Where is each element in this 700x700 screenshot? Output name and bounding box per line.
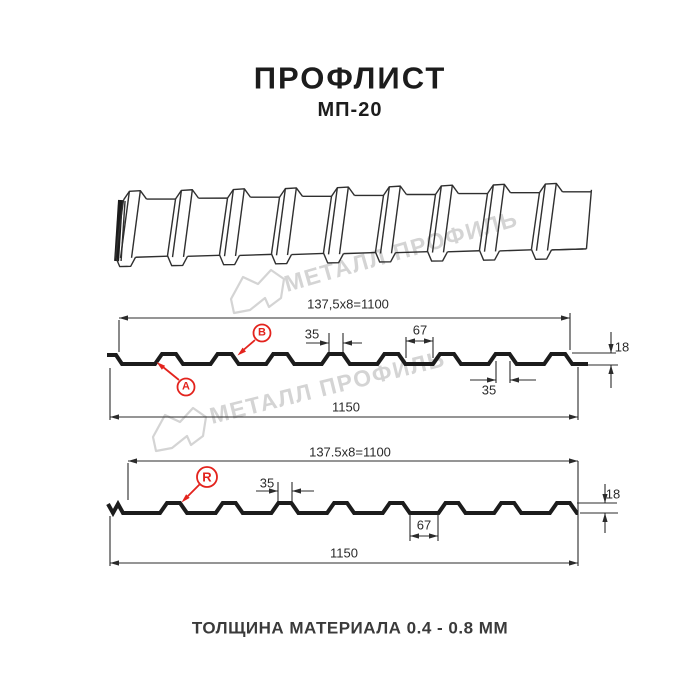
section2-callouts xyxy=(187,466,218,497)
section2-dimension-arrows xyxy=(110,458,608,566)
section1-callout-arrowheads xyxy=(156,347,246,370)
section2-profile-outline xyxy=(106,499,579,518)
material-thickness-note: ТОЛЩИНА МАТЕРИАЛА 0.4 - 0.8 ММ xyxy=(191,618,509,638)
label-b-circle xyxy=(252,323,272,343)
section1-profile-outline xyxy=(107,352,588,366)
profile-3d-drawing xyxy=(113,182,594,268)
section1-trough-width-text: 67 xyxy=(412,322,428,338)
section1-height-text: 18 xyxy=(614,339,630,355)
label-r-badge: R xyxy=(202,469,212,485)
section2-callout-arrowheads xyxy=(181,494,190,503)
section2-height-text: 18 xyxy=(605,486,621,502)
label-b-badge: B xyxy=(258,326,266,339)
section2-drawing xyxy=(106,458,618,566)
metall-profil-logo-icon xyxy=(229,268,286,315)
section2-trough-width-text: 67 xyxy=(416,517,432,533)
section2-rib-top-width-text: 35 xyxy=(259,475,275,491)
section2-pitch-dim-text: 137.5x8=1100 xyxy=(309,444,391,460)
section1-rib-bottom-width-text: 35 xyxy=(481,382,497,398)
metall-profil-logo-icon xyxy=(151,406,208,453)
section1-rib-top-width-text: 35 xyxy=(304,326,320,342)
section1-drawing xyxy=(107,313,618,420)
section1-overall-dim-text: 1150 xyxy=(332,399,360,415)
page-title: ПРОФЛИСТ xyxy=(253,60,447,96)
label-r-circle xyxy=(196,466,218,488)
section1-callouts xyxy=(162,323,272,397)
section1-pitch-dim-text: 137,5x8=1100 xyxy=(307,296,389,312)
label-a-circle xyxy=(176,377,196,397)
label-a-badge: A xyxy=(182,380,190,393)
section2-overall-dim-text: 1150 xyxy=(330,545,358,561)
section1-dimension-arrows xyxy=(110,315,614,420)
page-subtitle: МП-20 xyxy=(317,99,383,121)
